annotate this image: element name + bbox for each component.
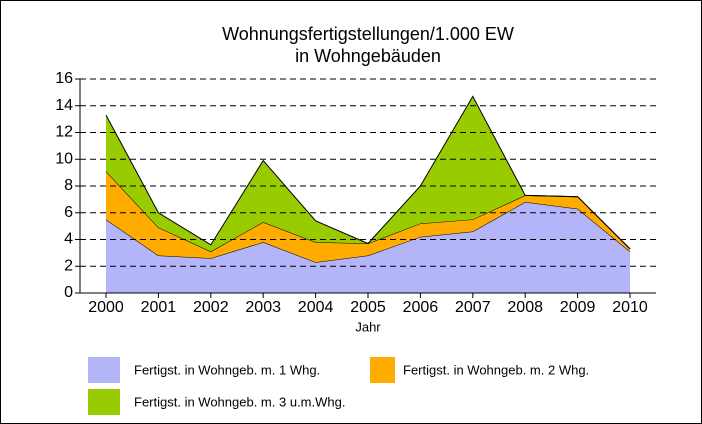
x-tick-label: 2003 (245, 299, 281, 316)
y-tick-label: 10 (55, 150, 73, 167)
x-tick-label: 2005 (350, 299, 386, 316)
legend-label: Fertigst. in Wohngeb. m. 1 Whg. (134, 362, 320, 377)
x-tick-label: 2007 (455, 299, 491, 316)
chart-title: Wohnungsfertigstellungen/1.000 EW (222, 24, 514, 44)
x-tick-label: 2001 (141, 299, 177, 316)
x-tick-label: 2009 (560, 299, 596, 316)
y-tick-label: 0 (64, 284, 73, 301)
area (106, 171, 630, 263)
y-tick-label: 4 (64, 231, 73, 248)
legend-swatch (370, 357, 395, 383)
areas (105, 95, 631, 293)
x-tick-label: 2006 (403, 299, 439, 316)
area (106, 96, 630, 252)
legend-swatch (88, 389, 120, 415)
y-tick-label: 8 (64, 177, 73, 194)
area (106, 202, 630, 293)
y-tick-label: 12 (55, 124, 73, 141)
y-tick-label: 6 (64, 204, 73, 221)
x-axis-label: Jahr (355, 319, 381, 334)
y-tick-label: 2 (64, 257, 73, 274)
legend-swatch (88, 357, 120, 383)
area-edge (105, 95, 631, 250)
y-tick-label: 14 (55, 97, 73, 114)
legend-label: Fertigst. in Wohngeb. m. 3 u.m.Whg. (134, 394, 345, 409)
x-tick-label: 2000 (88, 299, 124, 316)
legend-label: Fertigst. in Wohngeb. m. 2 Whg. (403, 362, 589, 377)
y-tick-label: 16 (55, 70, 73, 87)
chart-title: in Wohngebäuden (295, 46, 441, 66)
x-tick-label: 2002 (193, 299, 229, 316)
x-tick-label: 2008 (507, 299, 543, 316)
x-tick-label: 2004 (298, 299, 334, 316)
x-tick-label: 2010 (612, 299, 648, 316)
